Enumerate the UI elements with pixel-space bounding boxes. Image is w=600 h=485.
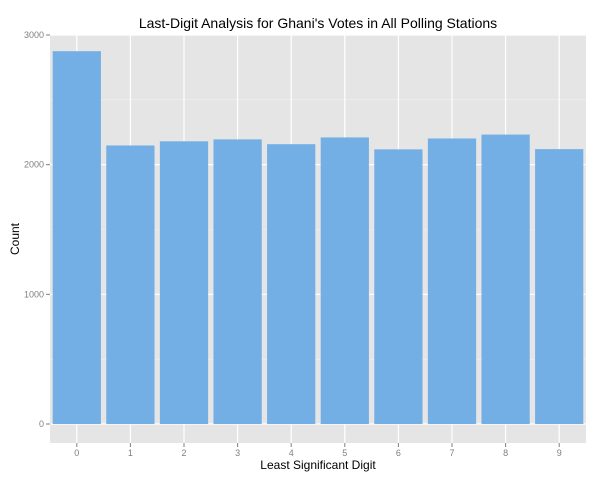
bar-9: [535, 149, 584, 424]
x-tick-label: 5: [342, 448, 347, 458]
x-axis-label: Least Significant Digit: [260, 458, 376, 472]
y-axis-label: Count: [8, 222, 22, 255]
bar-3: [213, 139, 262, 425]
chart-title: Last-Digit Analysis for Ghani's Votes in…: [139, 15, 497, 31]
y-tick-label: 3000: [24, 30, 44, 40]
x-tick-label: 2: [181, 448, 186, 458]
y-tick-label: 2000: [24, 160, 44, 170]
y-tick-label: 0: [39, 419, 44, 429]
x-tick-label: 1: [128, 448, 133, 458]
y-tick-label: 1000: [24, 289, 44, 299]
x-tick-label: 6: [396, 448, 401, 458]
bar-5: [320, 137, 369, 425]
x-tick-label: 8: [503, 448, 508, 458]
x-tick-label: 3: [235, 448, 240, 458]
x-tick-label: 9: [557, 448, 562, 458]
bar-2: [159, 141, 209, 424]
y-axis-ticks: 0 1000 2000 3000: [24, 30, 50, 429]
x-tick-label: 7: [449, 448, 454, 458]
bar-1: [106, 145, 155, 424]
bar-6: [374, 149, 423, 424]
bar-7: [427, 138, 477, 424]
x-tick-label: 4: [289, 448, 294, 458]
bars: [52, 51, 584, 425]
bar-4: [267, 144, 316, 425]
x-tick-label: 0: [74, 448, 79, 458]
bar-0: [52, 51, 101, 424]
bar-8: [481, 134, 530, 425]
x-axis-ticks: 0 1 2 3 4 5 6 7 8 9: [74, 443, 562, 458]
